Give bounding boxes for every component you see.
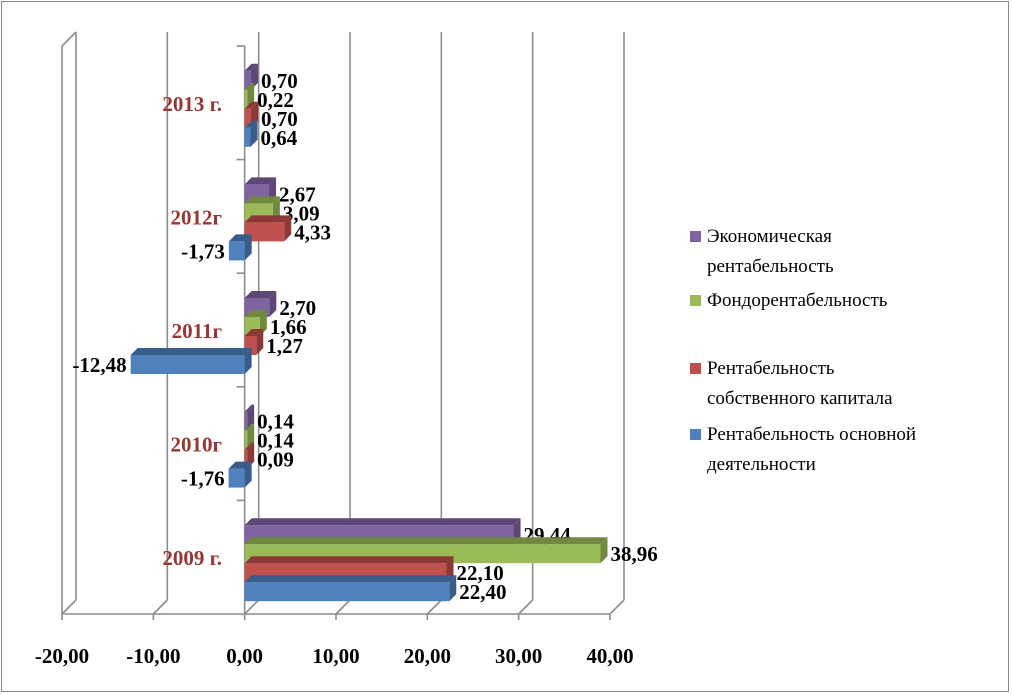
floor-gridline <box>609 599 625 615</box>
category-label: 2009 г. <box>162 546 222 570</box>
data-label: 0,14 <box>257 410 294 434</box>
legend-swatch <box>690 429 701 440</box>
legend-swatch <box>690 363 701 374</box>
bar-top-face <box>244 329 264 336</box>
x-tick-label: 10,00 <box>312 644 359 668</box>
legend-item-economic: Экономическая рентабельность <box>690 222 834 282</box>
bar-side-face <box>284 215 292 242</box>
legend-item-fund: Фондорентабельность <box>690 286 887 316</box>
bar <box>244 127 251 147</box>
bar-side-face <box>600 537 608 564</box>
category-label: 2010г <box>170 433 222 457</box>
bar-top-face <box>244 537 608 545</box>
side-wall-top <box>61 31 77 47</box>
data-label: 1,27 <box>266 334 303 358</box>
bar-top-face <box>244 82 255 90</box>
bar <box>244 108 252 128</box>
bar-top-face <box>244 310 267 317</box>
x-tick-label: 0,00 <box>226 644 263 668</box>
bar <box>244 582 450 602</box>
bar-top-face <box>244 63 259 71</box>
bar-side-face <box>449 575 457 602</box>
bar-side-face <box>244 461 252 488</box>
data-label: -1,73 <box>181 239 225 263</box>
legend-item-operating: Рентабельность основной деятельности <box>690 420 916 480</box>
bar-top-face <box>244 442 255 450</box>
bar-top-face <box>244 404 255 412</box>
bar <box>244 449 248 469</box>
bar <box>244 411 248 431</box>
floor-gridline <box>426 599 442 615</box>
x-tick-label: -20,00 <box>35 644 89 668</box>
bar-top-face <box>130 348 252 355</box>
x-tick-label: 20,00 <box>404 644 451 668</box>
bar <box>244 336 257 355</box>
bar-top-face <box>244 215 292 223</box>
floor-gridline <box>335 599 351 615</box>
bar <box>244 222 285 242</box>
data-label: 0,22 <box>257 88 294 112</box>
data-label: 38,96 <box>611 542 658 566</box>
bar-top-face <box>244 120 258 128</box>
bar <box>130 355 245 374</box>
data-label: 2,70 <box>279 296 316 320</box>
bar-top-face <box>228 461 252 469</box>
legend-label: Рентабельность основной деятельности <box>707 424 917 475</box>
data-label: 4,33 <box>294 220 331 244</box>
floor-gridline <box>518 599 534 615</box>
data-label: 0,14 <box>257 429 294 453</box>
bar-top-face <box>244 423 255 431</box>
bar-top-face <box>244 575 457 583</box>
data-label: 1,66 <box>270 315 307 339</box>
legend-item-equity: Рентабельность собственного капитала <box>690 354 893 414</box>
bar-side-face <box>250 120 258 147</box>
data-label: 22,40 <box>459 580 506 604</box>
data-label: 0,64 <box>261 126 298 150</box>
bar-side-face <box>244 234 252 261</box>
floor-gridline <box>152 599 168 615</box>
bar-side-face <box>244 348 252 374</box>
x-tick-label: 30,00 <box>495 644 542 668</box>
x-tick-label: -10,00 <box>126 644 180 668</box>
category-label: 2013 г. <box>162 92 222 116</box>
bar-side-face <box>269 291 277 317</box>
bar-side-face <box>256 329 264 355</box>
legend-label: Экономическая рентабельность <box>707 226 834 277</box>
bar-top-face <box>244 291 277 298</box>
legend-swatch <box>690 231 701 242</box>
x-tick-label: 40,00 <box>586 644 633 668</box>
bar <box>228 241 245 261</box>
legend-label: Фондорентабельность <box>707 290 888 311</box>
legend-label: Рентабельность собственного капитала <box>707 358 893 409</box>
bar-top-face <box>244 177 277 185</box>
data-label: -1,76 <box>181 467 225 491</box>
data-label: 0,70 <box>261 69 298 93</box>
floor-gridline <box>244 599 260 615</box>
category-label: 2011г <box>172 319 222 343</box>
data-label: 2,67 <box>279 182 316 206</box>
bar <box>228 468 245 488</box>
data-label: 0,09 <box>257 448 294 472</box>
legend-swatch <box>690 295 701 306</box>
data-label: -12,48 <box>72 353 126 377</box>
bar-top-face <box>244 556 454 564</box>
bar <box>244 430 248 450</box>
bar-top-face <box>244 196 280 204</box>
floor-gridline <box>61 599 77 615</box>
data-label: 22,10 <box>457 561 504 585</box>
bar <box>244 70 252 90</box>
bar-top-face <box>228 234 252 242</box>
data-label: 0,70 <box>261 107 298 131</box>
bar-top-face <box>244 518 521 526</box>
category-label: 2012г <box>170 205 222 229</box>
bar <box>244 89 248 109</box>
bar-top-face <box>244 101 259 109</box>
